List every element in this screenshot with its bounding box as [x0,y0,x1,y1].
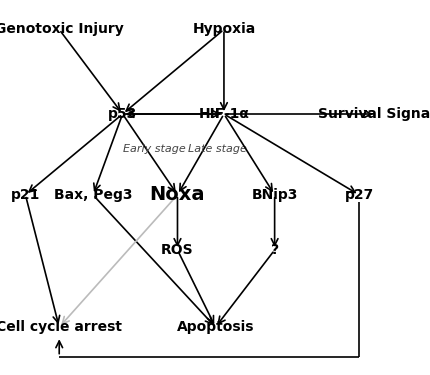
Text: BNip3: BNip3 [251,188,297,202]
Text: HIF-1α: HIF-1α [198,107,249,121]
Text: p27: p27 [344,188,373,202]
Text: Bax, Peg3: Bax, Peg3 [54,188,132,202]
Text: Apoptosis: Apoptosis [176,320,254,334]
Text: Late stage: Late stage [188,144,246,154]
Text: Genotoxic Injury: Genotoxic Injury [0,22,123,36]
Text: Survival Signal: Survival Signal [317,107,430,121]
Text: Noxa: Noxa [149,185,205,204]
Text: p53: p53 [108,107,137,121]
Text: Hypoxia: Hypoxia [192,22,255,36]
Text: ROS: ROS [161,243,194,257]
Text: Early stage: Early stage [123,144,185,154]
Text: Cell cycle arrest: Cell cycle arrest [0,320,122,334]
Text: p21: p21 [11,188,40,202]
Text: ?: ? [270,243,278,257]
